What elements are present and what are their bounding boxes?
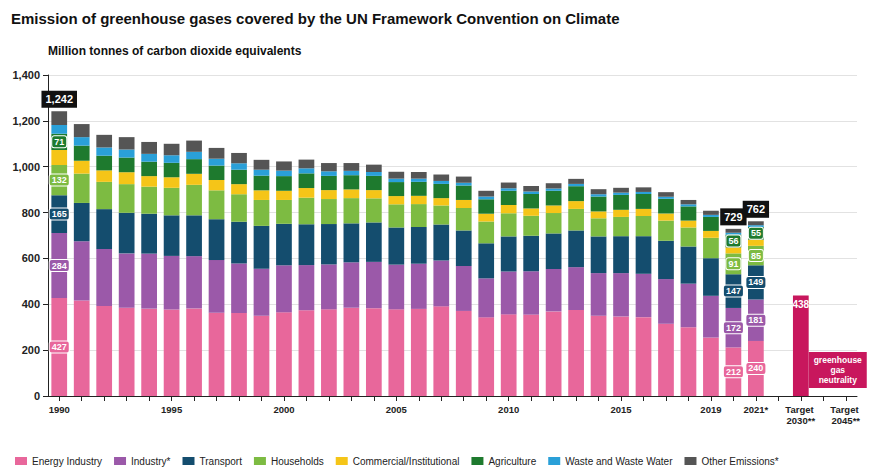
svg-text:2015: 2015 — [610, 404, 632, 415]
svg-text:Million tonnes of carbon dioxi: Million tonnes of carbon dioxide equival… — [48, 44, 302, 58]
svg-text:Industry*: Industry* — [131, 456, 171, 467]
svg-text:71: 71 — [54, 137, 64, 147]
svg-text:1,200: 1,200 — [12, 115, 40, 127]
svg-text:Transport: Transport — [199, 456, 242, 467]
svg-text:147: 147 — [726, 286, 741, 296]
svg-text:1,242: 1,242 — [45, 93, 73, 105]
svg-text:Target: Target — [785, 404, 816, 415]
svg-text:55: 55 — [751, 228, 761, 238]
svg-text:greenhouse: greenhouse — [814, 355, 862, 365]
svg-text:2000: 2000 — [273, 404, 294, 415]
svg-text:Households: Households — [271, 456, 324, 467]
svg-text:427: 427 — [52, 342, 67, 352]
svg-text:132: 132 — [52, 175, 67, 185]
svg-text:56: 56 — [728, 236, 738, 246]
svg-text:400: 400 — [22, 298, 40, 310]
svg-text:85: 85 — [751, 251, 761, 261]
svg-text:1,400: 1,400 — [12, 69, 40, 81]
svg-text:800: 800 — [22, 207, 40, 219]
svg-text:Commercial/Institutional: Commercial/Institutional — [353, 456, 460, 467]
svg-text:172: 172 — [726, 323, 741, 333]
svg-text:1,000: 1,000 — [12, 161, 40, 173]
svg-text:149: 149 — [748, 277, 763, 287]
svg-text:2030**: 2030** — [787, 415, 816, 426]
svg-text:2021*: 2021* — [743, 404, 768, 415]
svg-text:Target: Target — [830, 404, 861, 415]
svg-text:Emission of greenhouse gases c: Emission of greenhouse gases covered by … — [11, 10, 619, 27]
svg-text:181: 181 — [748, 315, 763, 325]
svg-text:1990: 1990 — [49, 404, 70, 415]
svg-text:gas: gas — [828, 365, 847, 375]
svg-text:2005: 2005 — [386, 404, 408, 415]
svg-text:2010: 2010 — [498, 404, 519, 415]
svg-text:Agriculture: Agriculture — [488, 456, 536, 467]
svg-text:600: 600 — [22, 252, 40, 264]
svg-text:neutrality: neutrality — [819, 375, 858, 385]
svg-text:Other Emissions*: Other Emissions* — [701, 456, 778, 467]
svg-text:240: 240 — [748, 363, 763, 373]
svg-text:1995: 1995 — [161, 404, 183, 415]
svg-text:91: 91 — [728, 259, 738, 269]
svg-text:2019: 2019 — [700, 404, 721, 415]
svg-text:284: 284 — [52, 261, 67, 271]
svg-text:2045**: 2045** — [831, 415, 860, 426]
svg-text:200: 200 — [22, 344, 40, 356]
svg-text:165: 165 — [52, 209, 67, 219]
svg-text:729: 729 — [724, 211, 742, 223]
svg-text:0: 0 — [34, 390, 40, 402]
svg-text:762: 762 — [747, 203, 765, 215]
svg-text:Energy Industry: Energy Industry — [32, 456, 102, 467]
svg-text:Waste and Waste Water: Waste and Waste Water — [565, 456, 673, 467]
svg-text:438: 438 — [792, 299, 809, 310]
svg-text:212: 212 — [726, 367, 741, 377]
